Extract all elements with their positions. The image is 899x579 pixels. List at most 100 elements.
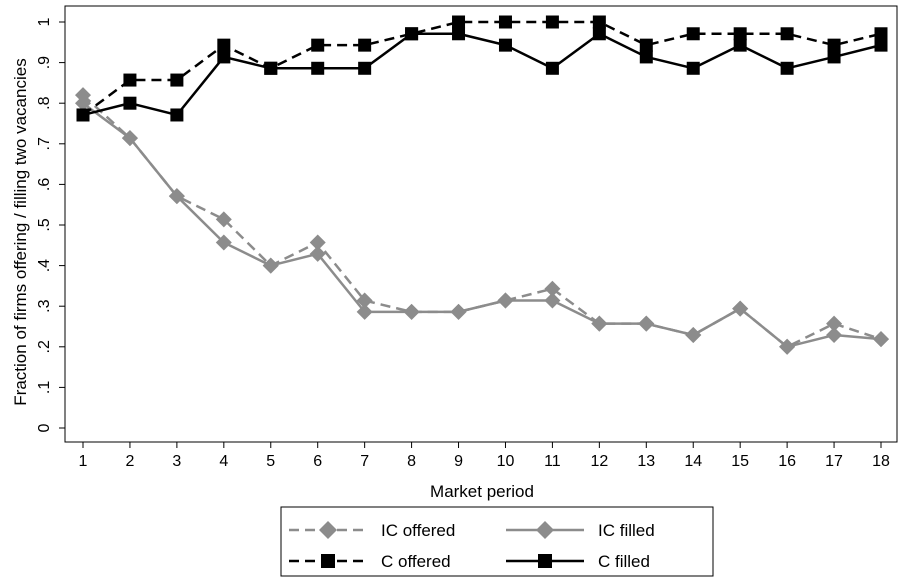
data-point xyxy=(874,38,888,52)
legend-marker xyxy=(538,554,552,568)
y-tick-label: .3 xyxy=(36,299,53,312)
x-tick-label: 10 xyxy=(497,453,515,470)
y-tick-label: 0 xyxy=(36,423,53,432)
y-axis-label: Fraction of firms offering / filling two… xyxy=(11,58,30,405)
data-point xyxy=(123,73,137,87)
data-point xyxy=(498,38,512,52)
x-tick-label: 3 xyxy=(172,453,181,470)
x-tick-label: 1 xyxy=(79,453,88,470)
series-line xyxy=(82,32,882,117)
data-point xyxy=(686,61,700,75)
x-tick-label: 8 xyxy=(407,453,416,470)
y-tick-label: .2 xyxy=(36,340,53,353)
y-tick-label: .7 xyxy=(36,137,53,150)
data-point xyxy=(498,15,512,29)
data-point xyxy=(450,303,467,320)
legend-marker xyxy=(321,554,335,568)
x-tick-label: 11 xyxy=(544,453,561,470)
data-point xyxy=(358,61,372,75)
data-point xyxy=(123,96,137,110)
legend-label: IC filled xyxy=(598,521,655,540)
y-tick-label: .8 xyxy=(36,96,53,109)
data-point xyxy=(75,87,91,104)
data-point xyxy=(309,245,326,262)
data-point xyxy=(826,327,843,344)
x-tick-label: 5 xyxy=(266,453,275,470)
data-point xyxy=(217,50,231,64)
series-ic-offered xyxy=(75,87,889,355)
data-point xyxy=(405,27,419,41)
data-point xyxy=(733,27,747,41)
series-line xyxy=(82,20,882,116)
x-tick-label: 4 xyxy=(219,453,228,470)
data-point xyxy=(638,315,655,332)
data-point xyxy=(309,234,326,251)
data-point xyxy=(827,50,841,64)
x-tick-label: 16 xyxy=(778,453,796,470)
x-tick-label: 18 xyxy=(872,453,890,470)
data-point xyxy=(592,15,606,29)
data-point xyxy=(76,108,90,122)
y-tick-label: 1 xyxy=(36,17,53,26)
x-axis-label: Market period xyxy=(430,482,534,501)
legend: IC offered IC filled C offered C filled xyxy=(280,506,714,577)
data-point xyxy=(732,300,749,317)
data-point xyxy=(639,50,653,64)
x-tick-label: 14 xyxy=(684,453,702,470)
series-ic-filled xyxy=(75,95,889,355)
legend-label: C offered xyxy=(381,552,451,571)
data-point xyxy=(170,73,184,87)
y-tick-label: .5 xyxy=(36,218,53,231)
data-point xyxy=(873,331,889,348)
data-point xyxy=(264,61,278,75)
x-tick-label: 15 xyxy=(731,453,749,470)
data-point xyxy=(215,234,232,251)
data-point xyxy=(311,38,325,52)
y-tick-label: .1 xyxy=(36,381,53,394)
axes: 0.1.2.3.4.5.6.7.8.911 2 3 4 5 6 7 8 9 10 11 12 13 14 1… xyxy=(36,5,898,470)
data-point xyxy=(356,292,373,309)
data-point xyxy=(780,27,794,41)
x-tick-label: 13 xyxy=(637,453,655,470)
data-point xyxy=(685,327,702,344)
data-point xyxy=(827,38,841,52)
legend-label: C filled xyxy=(598,552,650,571)
series-layer xyxy=(75,15,889,355)
x-tick-label: 7 xyxy=(360,453,369,470)
data-point xyxy=(452,15,466,29)
series-c-offered xyxy=(76,15,888,122)
data-point xyxy=(356,303,373,320)
y-tick-label: .6 xyxy=(36,178,53,191)
data-point xyxy=(874,27,888,41)
data-point xyxy=(544,292,561,309)
y-tick-label: .4 xyxy=(36,259,53,272)
data-point xyxy=(121,130,138,147)
data-point xyxy=(403,303,420,320)
data-point xyxy=(217,38,231,52)
data-point xyxy=(545,61,559,75)
data-point xyxy=(591,315,608,332)
legend-label: IC offered xyxy=(381,521,455,540)
data-point xyxy=(452,27,466,41)
x-tick-label: 6 xyxy=(313,453,322,470)
legend-box xyxy=(280,506,714,577)
data-point xyxy=(311,61,325,75)
data-point xyxy=(215,211,232,228)
x-tick-label: 12 xyxy=(590,453,608,470)
data-point xyxy=(826,315,843,332)
plot-frame xyxy=(64,5,898,443)
series-line xyxy=(82,102,882,349)
data-point xyxy=(170,108,184,122)
data-point xyxy=(168,188,185,205)
data-point xyxy=(733,38,747,52)
data-point xyxy=(75,95,91,112)
data-point xyxy=(544,280,561,297)
data-point xyxy=(686,27,700,41)
x-tick-label: 2 xyxy=(125,453,134,470)
x-tick-label: 17 xyxy=(825,453,843,470)
data-point xyxy=(779,338,796,355)
data-point xyxy=(358,38,372,52)
y-tick-label: .9 xyxy=(36,56,53,69)
data-point xyxy=(592,27,606,41)
